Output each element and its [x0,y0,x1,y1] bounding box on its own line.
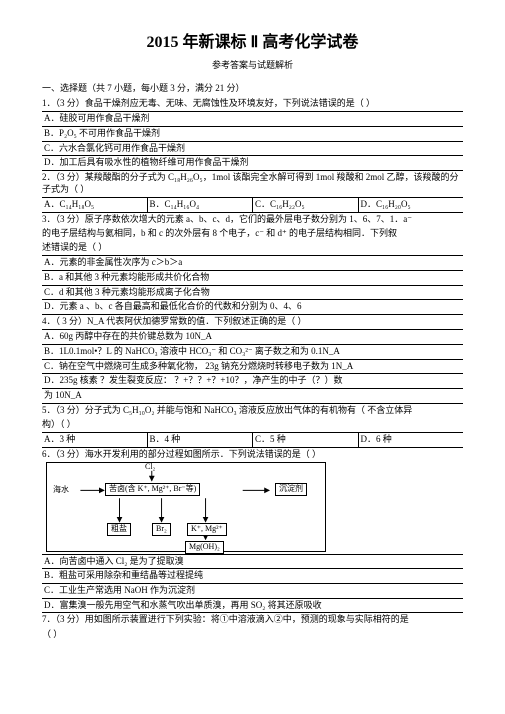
q1-optB: B．P₂O₅ 不可用作食品干燥剂 [42,127,463,142]
page-title: 2015 年新课标 Ⅱ 高考化学试卷 [42,28,463,52]
q6-stem: 6．（3 分）海水开发利用的部分过程如图所示．下列说法错误的是（ ） [42,448,463,460]
diagram-lines [47,463,325,551]
diagram-input: 海水 [53,486,69,494]
q2-stem: 2．（3 分）某羧酸酯的分子式为 C₁₈H₂₆O₅，1mol 该酯完全水解可得到… [42,171,463,195]
q7-line1: 7．（3 分）用如图所示装置进行下列实验：将①中溶液滴入②中，预测的现象与实际相… [42,613,463,625]
q1-optC: C．六水合氯化钙可用作食品干燥剂 [42,142,463,157]
section-head: 一、选择题（共 7 小题，每小题 3 分，满分 21 分） [42,81,463,94]
q2-optC: C．C₁₆H₂₂O₅ [253,198,359,212]
q5-optA: A．3 种 [42,433,148,447]
diagram-box1: 苦卤(含 K⁺, Mg²⁺, Br⁻等) [105,483,200,496]
diagram-box4: Br₂ [152,523,171,536]
q4-optD-bot: 为 10N_A [42,389,463,404]
page-subtitle: 参考答案与试题解析 [42,58,463,71]
diagram-box6: Mg(OH)₂ [185,541,224,554]
q5-optD: D．6 种 [359,433,464,447]
q3-line1: 3．（3 分）原子序数依次增大的元素 a、b、c、d，它们的最外层电子数分别为 … [42,213,463,225]
q3-optB: B．a 和其他 3 种元素均能形成共价化合物 [42,271,463,286]
q1-optD: D．加工后具有吸水性的植物纤维可用作食品干燥剂 [42,156,463,171]
q6-optA: A．向苦卤中通入 Cl₂ 是为了提取溴 [42,554,463,570]
q5-optB: B．4 种 [148,433,254,447]
q4-optA: A．60g 丙醇中存在的共价键总数为 10N_A [42,329,463,345]
q6-optB: B．粗盐可采用除杂和重结晶等过程提纯 [42,569,463,584]
q2-optD: D．C₁₆H₂₀O₅ [359,198,464,212]
q1-optA: A．硅胶可用作食品干燥剂 [42,111,463,127]
diagram-prod: 沉淀剂 [275,483,307,496]
q2-options: A．C₁₄H₁₈O₅ B．C₁₄H₁₆O₄ C．C₁₆H₂₂O₅ D．C₁₆H₂… [42,197,463,213]
q1-stem: 1．（3 分）食品干燥剂应无毒、无味、无腐蚀性及环境友好，下列说法错误的是（ ） [42,97,463,109]
q6-diagram: 海水 Cl₂ 苦卤(含 K⁺, Mg²⁺, Br⁻等) 沉淀剂 粗盐 Br₂ K… [46,462,326,552]
q4-stem: 4．（ 3 分）N_A 代表阿伏加德罗常数的值．下列叙述正确的是（ ） [42,315,463,327]
q5-optC: C．5 种 [253,433,359,447]
q6-optD: D．富集溴一般先用空气和水蒸气吹出单质溴，再用 SO₂ 将其还原吸收 [42,599,463,614]
q5-line2: 构）（ ） [42,418,463,430]
q4-optB: B．1L0.1mol•？L 的 NaHCO₃ 溶液中 HCO₃⁻ 和 CO₃²⁻… [42,345,463,360]
q3-line3: 述错误的是（ ） [42,241,463,253]
q6-optC: C．工业生产常选用 NaOH 作为沉淀剂 [42,584,463,599]
q7-line2: （ ） [42,628,463,640]
q3-optD: D．元素 a 、b、c 各自最高和最低化合价的代数和分别为 0、4、6 [42,300,463,315]
diagram-box3: 粗盐 [107,523,131,536]
q4-optC: C．钠在空气中燃烧可生成多种氧化物， 23g 钠充分燃烧时转移电子数为 1N_A [42,360,463,375]
diagram-box5: K⁺, Mg²⁺ [187,523,227,536]
q3-line2: 的电子层结构与氦相同，b 和 c 的次外层有 8 个电子，c⁻ 和 d⁺ 的电子… [42,227,463,239]
q3-optC: C．d 和其他 3 种元素均能形成离子化合物 [42,286,463,301]
q3-optA: A．元素的非金属性次序为 c＞b＞a [42,255,463,271]
q2-optA: A．C₁₄H₁₈O₅ [42,198,148,212]
q2-optB: B．C₁₄H₁₆O₄ [148,198,254,212]
q5-line1: 5．（3 分）分子式为 C₅H₁₀O₂ 并能与饱和 NaHCO₃ 溶液反应放出气… [42,404,463,416]
diagram-cl2-top: Cl₂ [145,463,155,471]
q5-options: A．3 种 B．4 种 C．5 种 D．6 种 [42,432,463,448]
q4-optD-top: D．235g 核素 ？发生裂变反应： ？+？？+？+10？，净产生的中子（？）数 [42,374,463,389]
